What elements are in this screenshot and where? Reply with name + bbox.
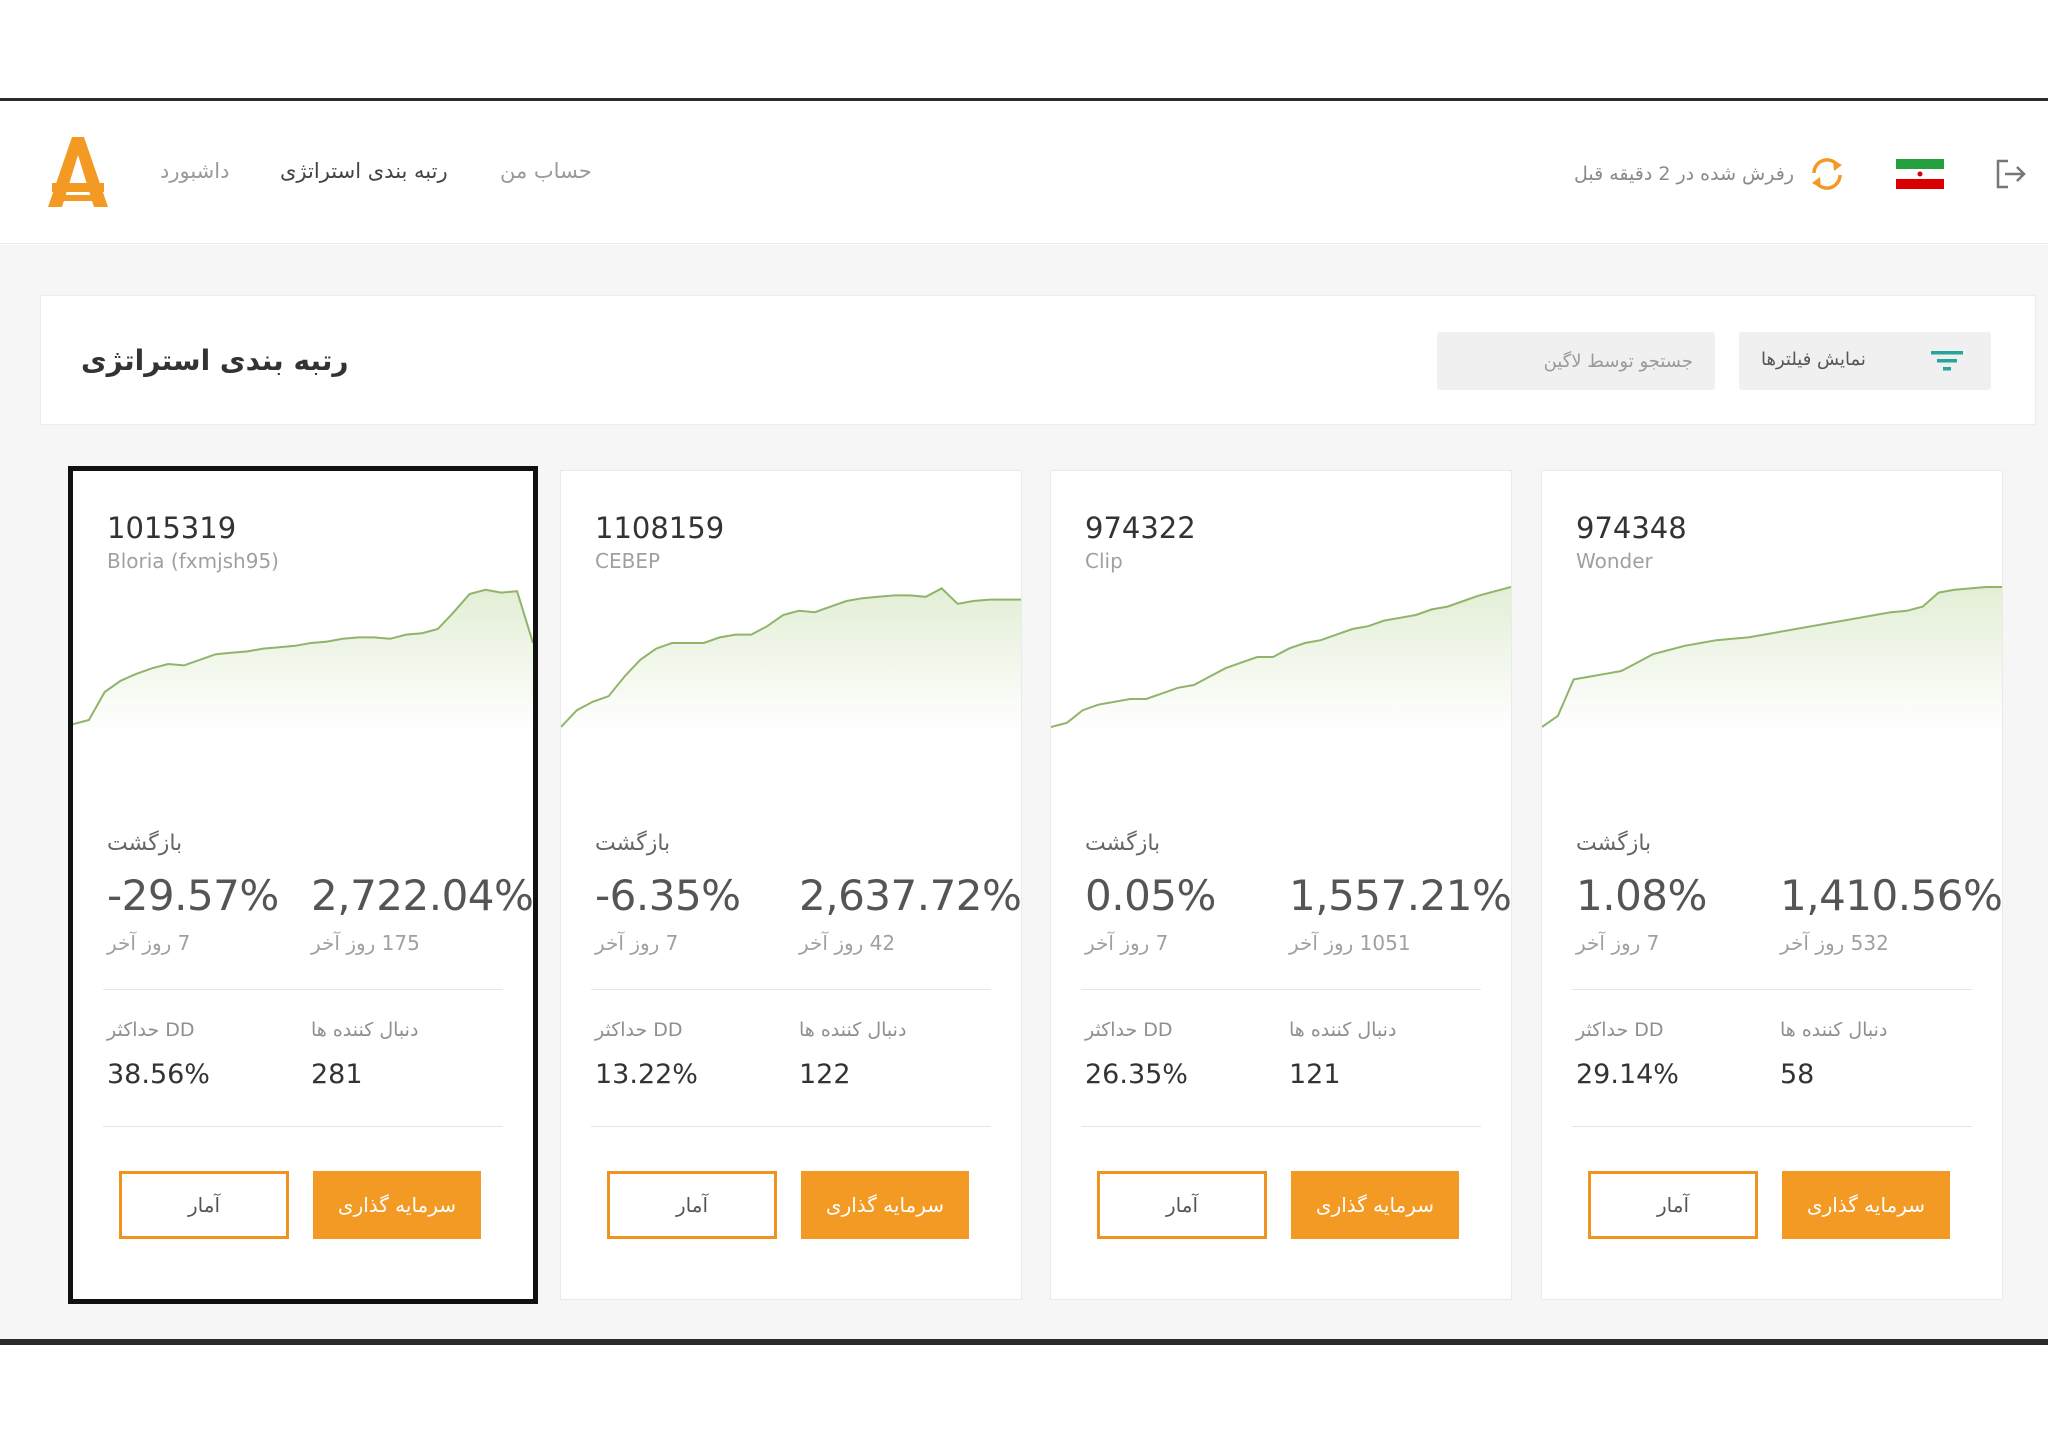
show-filters-button[interactable]: نمایش فیلترها [1739, 332, 1991, 390]
card-divider [1572, 1126, 1972, 1127]
followers-value: 281 [311, 1059, 363, 1090]
strategy-name: Bloria (fxmjsh95) [107, 549, 279, 573]
strategy-name: Clip [1085, 549, 1123, 573]
invest-button[interactable]: سرمایه گذاری [1782, 1171, 1950, 1239]
frame-bottom-border [0, 1339, 2048, 1345]
return-short-value: 0.05% [1085, 871, 1216, 920]
return-long-value: 2,637.72% [799, 871, 1022, 920]
strategy-id: 1015319 [107, 511, 237, 545]
equity-line [561, 587, 1021, 728]
strategy-name: СЕВЕР [595, 549, 661, 573]
show-filters-label: نمایش فیلترها [1761, 349, 1866, 370]
return-long-value: 1,557.21% [1289, 871, 1512, 920]
stats-button[interactable]: آمار [119, 1171, 289, 1239]
filter-icon [1931, 351, 1963, 371]
page-title: رتبه بندی استراتژی [81, 344, 349, 377]
nav-dashboard[interactable]: داشبورد [160, 159, 230, 183]
card-divider [103, 1126, 503, 1127]
followers-value: 58 [1780, 1059, 1815, 1090]
strategy-card[interactable]: 974348 Wonder بازگشت 1.08% 1,410.56% 7 ر… [1541, 470, 2003, 1300]
login-search-input[interactable] [1437, 332, 1715, 390]
card-divider [591, 1126, 991, 1127]
return-short-period: 7 روز آخر [107, 931, 191, 955]
nav-strategy-ranking[interactable]: رتبه بندی استراتژی [280, 159, 448, 183]
card-divider [591, 989, 991, 990]
followers-label: دنبال کننده ها [1289, 1019, 1397, 1041]
iran-flag-icon[interactable] [1896, 159, 1944, 189]
equity-chart [1542, 586, 2002, 731]
max-dd-value: 13.22% [595, 1059, 698, 1090]
equity-chart [1051, 586, 1511, 731]
followers-value: 121 [1289, 1059, 1341, 1090]
amarkets-logo-icon[interactable] [40, 131, 114, 211]
max-dd-value: 29.14% [1576, 1059, 1679, 1090]
strategy-name: Wonder [1576, 549, 1653, 573]
equity-line [1542, 586, 2002, 728]
max-dd-value: 38.56% [107, 1059, 210, 1090]
refresh-status-text: رفرش شده در 2 دقیقه قبل [1574, 163, 1794, 185]
equity-chart [561, 587, 1021, 731]
stats-button[interactable]: آمار [1588, 1171, 1758, 1239]
max-dd-value: 26.35% [1085, 1059, 1188, 1090]
card-divider [1572, 989, 1972, 990]
frame-top-border [0, 98, 2048, 101]
return-long-value: 1,410.56% [1780, 871, 2003, 920]
return-long-value: 2,722.04% [311, 871, 534, 920]
max-dd-label: حداکثر DD [1085, 1019, 1173, 1041]
equity-line [1051, 586, 1511, 728]
top-navbar: داشبورد رتبه بندی استراتژی حساب من رفرش … [0, 101, 2048, 244]
card-divider [103, 989, 503, 990]
invest-button[interactable]: سرمایه گذاری [801, 1171, 969, 1239]
return-short-period: 7 روز آخر [1085, 931, 1169, 955]
followers-label: دنبال کننده ها [1780, 1019, 1888, 1041]
return-title: بازگشت [1576, 831, 1652, 856]
return-long-period: 1051 روز آخر [1289, 931, 1411, 955]
strategy-card[interactable]: 974322 Clip بازگشت 0.05% 1,557.21% 7 روز… [1050, 470, 1512, 1300]
stats-button[interactable]: آمار [1097, 1171, 1267, 1239]
return-short-value: 1.08% [1576, 871, 1707, 920]
nav-my-account[interactable]: حساب من [500, 159, 592, 183]
stats-button[interactable]: آمار [607, 1171, 777, 1239]
main-content: رتبه بندی استراتژی نمایش فیلترها 1015319… [0, 245, 2048, 1339]
card-divider [1081, 1126, 1481, 1127]
equity-line [73, 588, 533, 726]
strategy-id: 1108159 [595, 511, 725, 545]
strategy-id: 974348 [1576, 511, 1687, 545]
followers-label: دنبال کننده ها [799, 1019, 907, 1041]
return-short-value: -6.35% [595, 871, 741, 920]
equity-chart [73, 588, 533, 731]
equity-area [1051, 587, 1511, 731]
return-title: بازگشت [107, 831, 183, 856]
return-short-period: 7 روز آخر [595, 931, 679, 955]
invest-button[interactable]: سرمایه گذاری [313, 1171, 481, 1239]
strategy-card[interactable]: 1108159 СЕВЕР بازگشت -6.35% 2,637.72% 7 … [560, 470, 1022, 1300]
max-dd-label: حداکثر DD [595, 1019, 683, 1041]
max-dd-label: حداکثر DD [107, 1019, 195, 1041]
logout-icon[interactable] [1990, 153, 2032, 195]
invest-button[interactable]: سرمایه گذاری [1291, 1171, 1459, 1239]
return-title: بازگشت [595, 831, 671, 856]
equity-area [73, 589, 533, 731]
strategy-ranking-panel: رتبه بندی استراتژی نمایش فیلترها [40, 295, 2036, 425]
followers-value: 122 [799, 1059, 851, 1090]
equity-area [1542, 587, 2002, 731]
return-long-period: 42 روز آخر [799, 931, 896, 955]
refresh-icon[interactable] [1806, 153, 1848, 195]
return-long-period: 175 روز آخر [311, 931, 420, 955]
strategy-card[interactable]: 1015319 Bloria (fxmjsh95) بازگشت -29.57%… [68, 466, 538, 1304]
return-short-period: 7 روز آخر [1576, 931, 1660, 955]
return-long-period: 532 روز آخر [1780, 931, 1889, 955]
return-short-value: -29.57% [107, 871, 279, 920]
return-title: بازگشت [1085, 831, 1161, 856]
equity-area [561, 588, 1021, 731]
followers-label: دنبال کننده ها [311, 1019, 419, 1041]
card-divider [1081, 989, 1481, 990]
max-dd-label: حداکثر DD [1576, 1019, 1664, 1041]
strategy-id: 974322 [1085, 511, 1196, 545]
